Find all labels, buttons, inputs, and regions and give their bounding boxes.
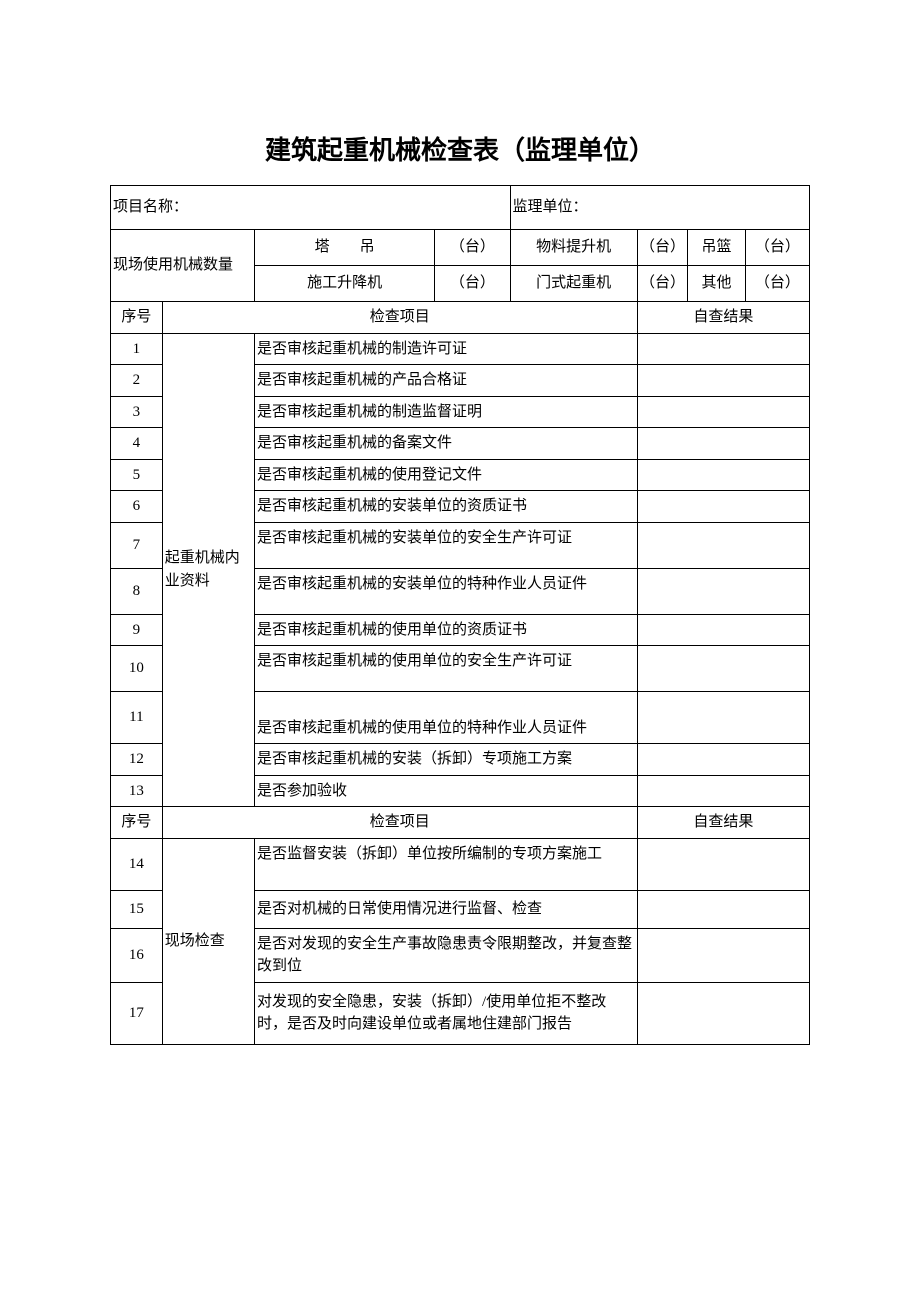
mach-other-unit[interactable]: （台） (745, 266, 809, 302)
item-10: 是否审核起重机械的使用单位的安全生产许可证 (255, 646, 638, 692)
item-7: 是否审核起重机械的安装单位的安全生产许可证 (255, 522, 638, 568)
mach-basket-unit[interactable]: （台） (745, 230, 809, 266)
col-seq: 序号 (111, 302, 163, 334)
col-item-2: 检查项目 (162, 807, 637, 839)
seq-6: 6 (111, 491, 163, 523)
result-3[interactable] (637, 396, 809, 428)
col-result-2: 自查结果 (637, 807, 809, 839)
col-item: 检查项目 (162, 302, 637, 334)
item-5: 是否审核起重机械的使用登记文件 (255, 459, 638, 491)
result-9[interactable] (637, 614, 809, 646)
inspection-table: 项目名称： 监理单位： 现场使用机械数量 塔 吊 （台） 物料提升机 （台） 吊… (110, 185, 810, 1045)
seq-2: 2 (111, 365, 163, 397)
result-11[interactable] (637, 692, 809, 744)
project-name-cell[interactable]: 项目名称： (111, 186, 511, 230)
item-6: 是否审核起重机械的安装单位的资质证书 (255, 491, 638, 523)
seq-16: 16 (111, 928, 163, 982)
result-13[interactable] (637, 775, 809, 807)
mach-basket: 吊篮 (688, 230, 745, 266)
result-14[interactable] (637, 838, 809, 890)
seq-12: 12 (111, 744, 163, 776)
result-8[interactable] (637, 568, 809, 614)
result-1[interactable] (637, 333, 809, 365)
item-11: 是否审核起重机械的使用单位的特种作业人员证件 (255, 692, 638, 744)
item-13: 是否参加验收 (255, 775, 638, 807)
item-15: 是否对机械的日常使用情况进行监督、检查 (255, 890, 638, 928)
seq-5: 5 (111, 459, 163, 491)
mach-elevator-unit[interactable]: （台） (435, 266, 510, 302)
seq-8: 8 (111, 568, 163, 614)
seq-17: 17 (111, 982, 163, 1044)
item-14: 是否监督安装（拆卸）单位按所编制的专项方案施工 (255, 838, 638, 890)
mach-tower: 塔 吊 (255, 230, 435, 266)
seq-11: 11 (111, 692, 163, 744)
result-5[interactable] (637, 459, 809, 491)
result-16[interactable] (637, 928, 809, 982)
result-17[interactable] (637, 982, 809, 1044)
result-10[interactable] (637, 646, 809, 692)
seq-1: 1 (111, 333, 163, 365)
seq-10: 10 (111, 646, 163, 692)
seq-3: 3 (111, 396, 163, 428)
mach-hoist: 物料提升机 (510, 230, 637, 266)
result-2[interactable] (637, 365, 809, 397)
machinery-label: 现场使用机械数量 (111, 230, 255, 302)
result-7[interactable] (637, 522, 809, 568)
mach-gantry: 门式起重机 (510, 266, 637, 302)
col-result: 自查结果 (637, 302, 809, 334)
seq-4: 4 (111, 428, 163, 460)
result-15[interactable] (637, 890, 809, 928)
result-12[interactable] (637, 744, 809, 776)
supervisor-cell[interactable]: 监理单位： (510, 186, 809, 230)
item-2: 是否审核起重机械的产品合格证 (255, 365, 638, 397)
category-2: 现场检查 (162, 838, 254, 1044)
mach-hoist-unit[interactable]: （台） (637, 230, 688, 266)
item-1: 是否审核起重机械的制造许可证 (255, 333, 638, 365)
seq-14: 14 (111, 838, 163, 890)
seq-7: 7 (111, 522, 163, 568)
item-17: 对发现的安全隐患，安装（拆卸）/使用单位拒不整改时，是否及时向建设单位或者属地住… (255, 982, 638, 1044)
seq-9: 9 (111, 614, 163, 646)
seq-13: 13 (111, 775, 163, 807)
item-3: 是否审核起重机械的制造监督证明 (255, 396, 638, 428)
page-title: 建筑起重机械检查表（监理单位） (110, 130, 810, 167)
item-16: 是否对发现的安全生产事故隐患责令限期整改，并复查整改到位 (255, 928, 638, 982)
mach-other: 其他 (688, 266, 745, 302)
mach-gantry-unit[interactable]: （台） (637, 266, 688, 302)
col-seq-2: 序号 (111, 807, 163, 839)
result-4[interactable] (637, 428, 809, 460)
item-4: 是否审核起重机械的备案文件 (255, 428, 638, 460)
item-9: 是否审核起重机械的使用单位的资质证书 (255, 614, 638, 646)
category-1: 起重机械内业资料 (162, 333, 254, 807)
result-6[interactable] (637, 491, 809, 523)
mach-tower-unit[interactable]: （台） (435, 230, 510, 266)
seq-15: 15 (111, 890, 163, 928)
mach-elevator: 施工升降机 (255, 266, 435, 302)
item-12: 是否审核起重机械的安装（拆卸）专项施工方案 (255, 744, 638, 776)
item-8: 是否审核起重机械的安装单位的特种作业人员证件 (255, 568, 638, 614)
